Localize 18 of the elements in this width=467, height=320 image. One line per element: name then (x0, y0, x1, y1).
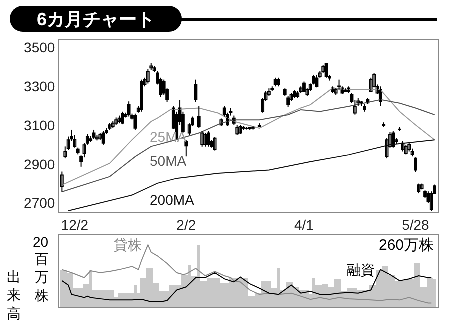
y-tick-label: 2700 (24, 195, 56, 212)
y-tick-label: 3300 (24, 78, 56, 95)
x-tick-label: 5/28 (402, 216, 430, 233)
text: 20 (33, 234, 49, 250)
annotation: 260万株 (379, 237, 434, 254)
y-tick-label: 2900 (24, 156, 56, 172)
y-tick-label: 3500 (24, 40, 56, 56)
chart-title: 6カ月チャート (36, 9, 156, 30)
text: 百万株 (34, 251, 49, 304)
series-label: 200MA (150, 192, 196, 208)
series-label: 融資 (347, 262, 375, 278)
y-tick-label: 3100 (24, 117, 56, 134)
x-tick-label: 4/1 (294, 216, 314, 233)
x-tick-label: 12/2 (61, 216, 89, 233)
series-label: 貸株 (114, 237, 142, 253)
series-label: 50MA (150, 153, 188, 169)
x-tick-label: 2/2 (176, 216, 196, 233)
y-axis-title: 出来高 (7, 269, 21, 320)
